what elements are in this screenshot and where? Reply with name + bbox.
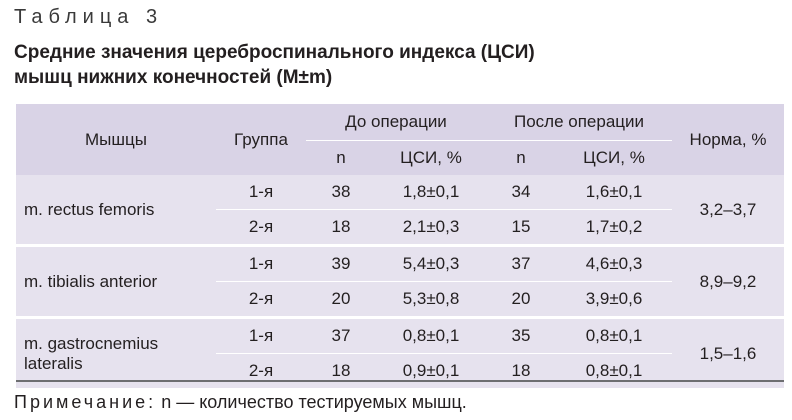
- csi-after-cell: 1,6±0,1: [556, 175, 672, 210]
- muscle-name: m. rectus femoris: [16, 175, 216, 247]
- muscle-name: m. gastrocnemius lateralis: [16, 317, 216, 388]
- group-cell: 1-я: [216, 245, 306, 282]
- group-cell: 2-я: [216, 353, 306, 388]
- header-csi-after: ЦСИ, %: [556, 140, 672, 175]
- note-text: n — количество тестируемых мышц.: [156, 392, 467, 412]
- n-before-cell: 39: [306, 245, 376, 282]
- csi-after-cell: 1,7±0,2: [556, 209, 672, 247]
- table-row: m. rectus femoris 1-я 38 1,8±0,1 34 1,6±…: [16, 175, 784, 247]
- title-line-2: мышц нижних конечностей (M±m): [14, 67, 333, 88]
- title-line-1: Средние значения цереброспинального инде…: [14, 42, 535, 63]
- data-table: Мышцы Группа До операции После операции …: [16, 104, 784, 388]
- csi-before-cell: 1,8±0,1: [376, 175, 486, 210]
- table-title: Средние значения цереброспинального инде…: [14, 40, 535, 90]
- table-row: m. tibialis anterior 1-я 39 5,4±0,3 37 4…: [16, 245, 784, 319]
- n-before-cell: 20: [306, 281, 376, 319]
- csi-after-cell: 0,8±0,1: [556, 317, 672, 354]
- header-n-before: n: [306, 140, 376, 175]
- group-cell: 1-я: [216, 175, 306, 210]
- group-cell: 2-я: [216, 209, 306, 247]
- table-row: 2-я 18 2,1±0,3 15 1,7±0,2: [16, 209, 784, 247]
- table-note: Примечание: n — количество тестируемых м…: [14, 392, 467, 413]
- table-caption: Таблица 3: [14, 6, 164, 28]
- table-row: m. gastrocnemius lateralis 1-я 37 0,8±0,…: [16, 317, 784, 388]
- csi-before-cell: 0,9±0,1: [376, 353, 486, 388]
- csi-after-cell: 0,8±0,1: [556, 353, 672, 388]
- n-before-cell: 18: [306, 353, 376, 388]
- group-cell: 1-я: [216, 317, 306, 354]
- norm-cell: 1,5–1,6: [672, 317, 784, 388]
- n-after-cell: 15: [486, 209, 556, 247]
- header-norm: Норма, %: [672, 104, 784, 175]
- header-group: Группа: [216, 104, 306, 175]
- csi-after-cell: 3,9±0,6: [556, 281, 672, 319]
- n-after-cell: 18: [486, 353, 556, 388]
- table-row: 2-я 18 0,9±0,1 18 0,8±0,1: [16, 353, 784, 388]
- header-after: После операции: [486, 104, 672, 141]
- csi-before-cell: 0,8±0,1: [376, 317, 486, 354]
- note-label: Примечание:: [14, 392, 157, 412]
- n-after-cell: 35: [486, 317, 556, 354]
- muscle-name: m. tibialis anterior: [16, 245, 216, 319]
- n-after-cell: 34: [486, 175, 556, 210]
- header-n-after: n: [486, 140, 556, 175]
- n-before-cell: 38: [306, 175, 376, 210]
- table-bottom-rule: [16, 380, 784, 382]
- header-muscles: Мышцы: [16, 104, 216, 175]
- n-before-cell: 18: [306, 209, 376, 247]
- n-before-cell: 37: [306, 317, 376, 354]
- header-csi-before: ЦСИ, %: [376, 140, 486, 175]
- csi-after-cell: 4,6±0,3: [556, 245, 672, 282]
- csi-before-cell: 2,1±0,3: [376, 209, 486, 247]
- n-after-cell: 20: [486, 281, 556, 319]
- n-after-cell: 37: [486, 245, 556, 282]
- group-cell: 2-я: [216, 281, 306, 319]
- csi-before-cell: 5,3±0,8: [376, 281, 486, 319]
- norm-cell: 8,9–9,2: [672, 245, 784, 319]
- csi-before-cell: 5,4±0,3: [376, 245, 486, 282]
- header-before: До операции: [306, 104, 486, 141]
- table-row: 2-я 20 5,3±0,8 20 3,9±0,6: [16, 281, 784, 319]
- norm-cell: 3,2–3,7: [672, 175, 784, 247]
